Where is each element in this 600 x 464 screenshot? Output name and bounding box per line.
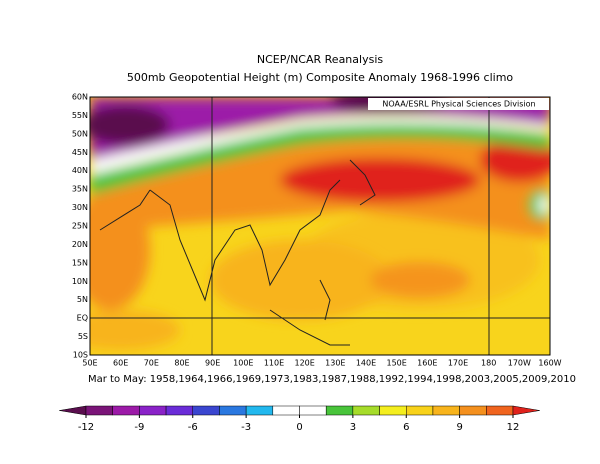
lat-label: 35N [72,185,88,194]
colorbar-box [139,405,167,416]
lat-label: 20N [72,240,88,249]
lat-label: 5N [77,295,88,304]
title: NCEP/NCAR Reanalysis [257,53,383,66]
subtitle: 500mb Geopotential Height (m) Composite … [127,71,514,84]
lat-label: 55N [72,111,88,120]
lon-label: 110E [264,359,284,368]
lon-label: 150E [387,359,407,368]
lon-labels: 50E 60E 70E 80E 90E 100E 110E 120E 130E 140E 150E 1… [82,359,561,368]
colorbar-box [245,405,274,416]
credit-box [368,98,549,110]
colorbar: -12 -9 -6 -3 0 3 6 9 12 [59,405,540,433]
lon-label: 170W [508,359,531,368]
lat-label: 5S [78,332,88,341]
colorbar-label: -9 [134,422,144,433]
colorbar-box [379,405,407,416]
lat-label: 10N [72,277,88,286]
colorbar-box [352,405,380,416]
colorbar-label: 3 [350,422,356,433]
colorbar-box [325,405,354,416]
colorbar-label: 12 [507,422,520,433]
lat-label: 40N [72,166,88,175]
lon-label: 50E [82,359,97,368]
colorbar-box [85,405,113,416]
colorbar-label: 9 [456,422,462,433]
lat-label: 45N [72,148,88,157]
lat-label: EQ [77,314,88,323]
reference-lines [90,97,550,355]
map-field [90,97,550,355]
colorbar-box [219,405,247,416]
colorbar-box [459,405,487,416]
lon-label: 130E [325,359,345,368]
lon-label: 170E [448,359,468,368]
colorbar-box [192,405,220,416]
lon-label: 160W [538,359,561,368]
lon-label: 90E [205,359,220,368]
colorbar-label: -3 [241,422,251,433]
map-frame [89,96,551,356]
caption: Mar to May: 1958,1964,1966,1969,1973,198… [88,374,576,385]
colorbar-box [272,405,300,416]
lon-label: 120E [295,359,315,368]
lat-label: 30N [72,203,88,212]
lon-label: 60E [113,359,128,368]
colorbar-label: -12 [78,422,94,433]
lon-label: 70E [144,359,159,368]
colorbar-box [112,405,140,416]
colorbar-cap [512,405,540,416]
colorbar-box [406,405,434,416]
lon-label: 100E [233,359,253,368]
colorbar-box [299,405,327,416]
colorbar-box [165,405,193,416]
colorbar-label: 6 [403,422,409,433]
lat-label: 50N [72,129,88,138]
lon-label: 160E [417,359,437,368]
colorbar-box [432,405,460,416]
lon-label: 80E [174,359,189,368]
lat-label: 15N [72,258,88,267]
colorbar-label: 0 [296,422,302,433]
lat-label: 25N [72,222,88,231]
lat-label: 10S [73,351,88,360]
lon-label: 180 [481,359,496,368]
colorbar-label: -6 [188,422,198,433]
lat-label: 60N [72,93,88,102]
lat-labels: 60N 55N 50N 45N 40N 35N 30N 25N 20N 15N 10N 5N EQ 5S 1… [72,93,88,360]
credit: NOAA/ESRL Physical Sciences Division [382,100,535,109]
colorbar-cap [59,405,87,416]
colorbar-box [486,405,514,416]
lon-label: 140E [356,359,376,368]
